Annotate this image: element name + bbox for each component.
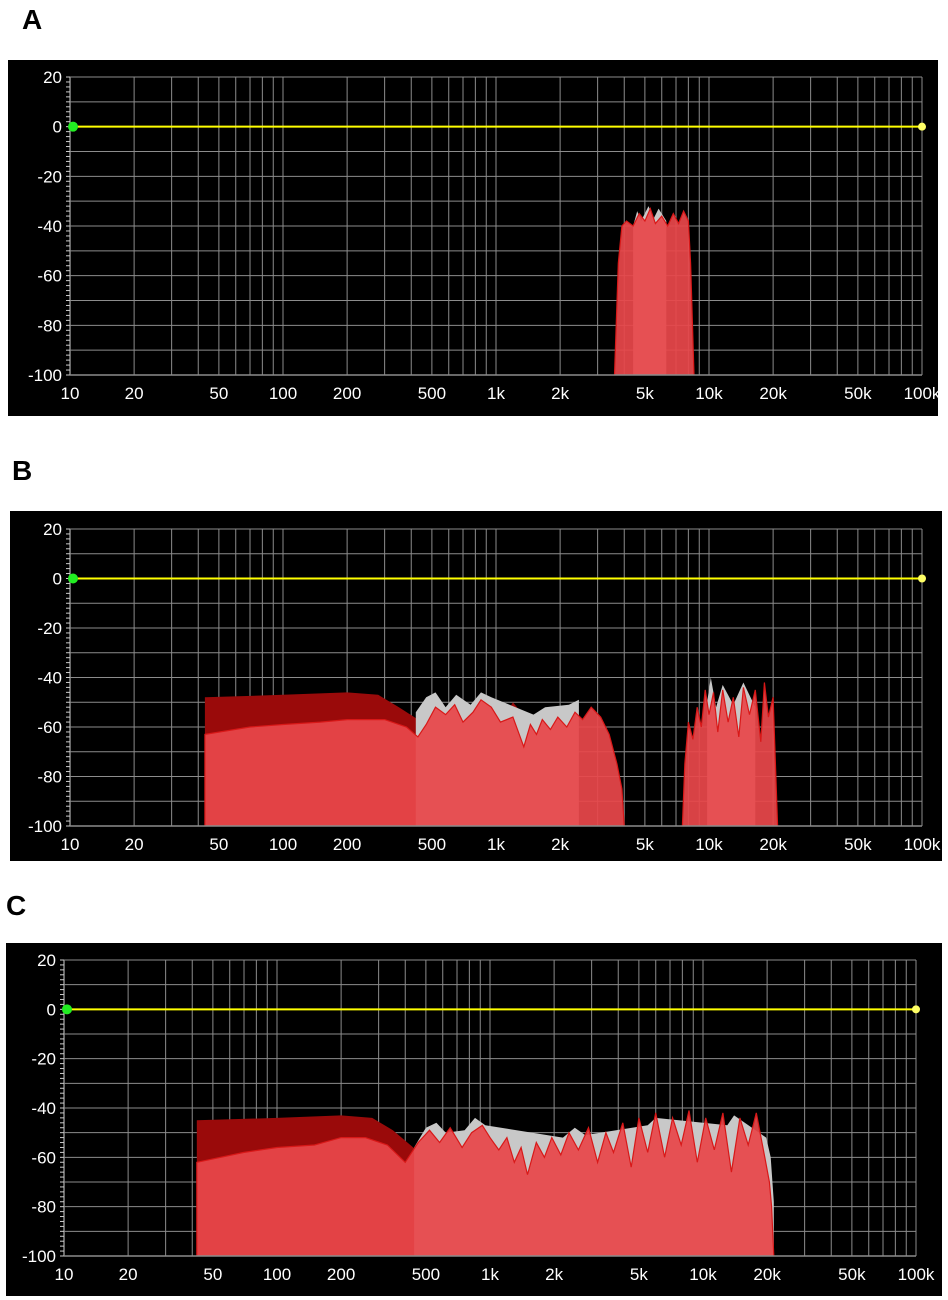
x-tick-label: 20k [759,835,787,854]
y-tick-label: -20 [37,167,62,186]
x-tick-label: 50 [203,1265,222,1284]
left-handle-marker [68,573,78,584]
x-tick-label: 20k [759,384,787,403]
right-handle-marker [912,1005,920,1014]
y-tick-label: 20 [37,951,56,970]
x-tick-label: 100 [269,835,297,854]
x-tick-label: 50k [838,1265,866,1284]
x-tick-label: 100 [269,384,297,403]
y-tick-label: -20 [31,1050,56,1069]
x-tick-label: 2k [545,1265,563,1284]
spectrum-area [204,699,625,826]
y-tick-label: -80 [37,768,62,787]
x-tick-label: 50 [209,835,228,854]
y-tick-label: 20 [43,520,62,539]
y-tick-label: -60 [37,718,62,737]
panel-label-c: C [6,890,27,921]
x-tick-label: 20 [125,835,144,854]
y-tick-label: -40 [31,1099,56,1118]
x-tick-label: 50k [844,835,872,854]
y-tick-label: -40 [37,669,62,688]
x-tick-label: 1k [487,835,505,854]
x-tick-label: 2k [551,384,569,403]
x-tick-label: 100k [898,1265,935,1284]
left-handle-marker [68,121,78,132]
y-tick-label: -100 [22,1247,56,1266]
x-tick-label: 1k [487,384,505,403]
spectrum-outline [613,206,695,376]
y-tick-label: 0 [53,118,62,137]
spectrum-area [682,682,778,826]
x-tick-label: 10 [61,384,80,403]
x-tick-label: 50 [209,384,228,403]
x-tick-label: 200 [327,1265,355,1284]
left-handle-marker [62,1004,72,1015]
x-tick-label: 200 [333,384,361,403]
x-tick-label: 10k [695,384,723,403]
x-tick-label: 100k [904,835,941,854]
x-tick-label: 20k [753,1265,781,1284]
spectrum-area [196,1110,774,1256]
y-tick-label: 20 [43,68,62,87]
spectrum-outline [204,698,625,827]
y-tick-label: -40 [37,217,62,236]
x-tick-label: 200 [333,835,361,854]
spectrum-outline [681,682,779,827]
y-tick-label: -100 [28,366,62,385]
x-tick-label: 500 [418,835,446,854]
x-tick-label: 5k [636,384,654,403]
x-tick-label: 10 [55,1265,74,1284]
spectrum-outline [196,1110,775,1257]
right-handle-marker [918,122,926,131]
plot-background [8,60,938,416]
x-tick-label: 10k [695,835,723,854]
x-tick-label: 100 [263,1265,291,1284]
y-tick-label: -80 [31,1198,56,1217]
x-tick-label: 20 [119,1265,138,1284]
x-tick-label: 10 [61,835,80,854]
y-tick-label: -20 [37,619,62,638]
y-tick-label: 0 [47,1000,56,1019]
y-tick-label: -80 [37,316,62,335]
x-tick-label: 1k [481,1265,499,1284]
panel-label-b: B [12,455,33,486]
y-tick-label: 0 [53,570,62,589]
y-tick-label: -60 [31,1148,56,1167]
x-tick-label: 100k [904,384,938,403]
y-tick-label: -60 [37,267,62,286]
x-tick-label: 5k [636,835,654,854]
x-tick-label: 2k [551,835,569,854]
x-tick-label: 50k [844,384,872,403]
spectrum-area [614,208,694,375]
y-tick-label: -100 [28,817,62,836]
x-tick-label: 5k [630,1265,648,1284]
x-tick-label: 20 [125,384,144,403]
right-handle-marker [918,574,926,583]
panel-label-a: A [22,4,43,35]
x-tick-label: 500 [418,384,446,403]
x-tick-label: 500 [412,1265,440,1284]
x-tick-label: 10k [689,1265,717,1284]
